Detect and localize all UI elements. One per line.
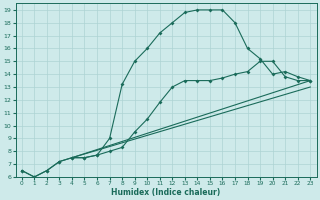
X-axis label: Humidex (Indice chaleur): Humidex (Indice chaleur) — [111, 188, 221, 197]
